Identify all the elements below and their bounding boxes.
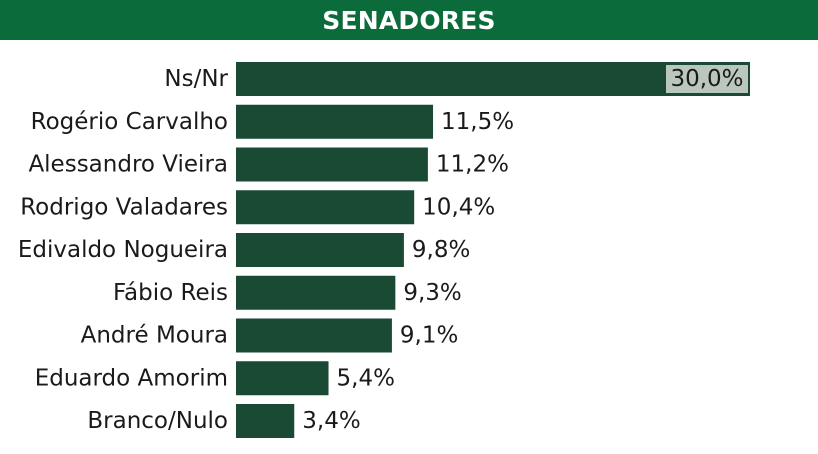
value-label: 9,8% (412, 237, 470, 263)
category-label: Eduardo Amorim (35, 365, 228, 391)
bar-row: Rogério Carvalho 11,5% (31, 104, 514, 139)
value-label: 9,1% (400, 323, 458, 349)
bar (236, 361, 329, 396)
value-label-highlight (666, 65, 748, 93)
value-label: 11,2% (436, 152, 509, 178)
chart-header: SENADORES (0, 0, 818, 40)
bar-row: Edivaldo Nogueira 9,8% (18, 233, 470, 267)
bar (236, 275, 396, 310)
bar (236, 233, 404, 267)
value-label: 30,0% (670, 66, 743, 92)
category-label: Rodrigo Valadares (20, 194, 228, 220)
category-label: Ns/Nr (164, 66, 228, 92)
bar (236, 62, 750, 96)
bar-row: Ns/Nr 30,0% (164, 62, 750, 96)
bar (236, 190, 415, 225)
category-label: Fábio Reis (113, 280, 228, 306)
bar-row: Alessandro Vieira 11,2% (28, 147, 509, 182)
bar (236, 147, 428, 182)
bar-row: Branco/Nulo 3,4% (87, 404, 361, 438)
value-label: 10,4% (422, 194, 495, 220)
bar (236, 318, 392, 353)
value-label: 9,3% (403, 280, 461, 306)
bar-row: André Moura 9,1% (81, 318, 458, 353)
value-label: 11,5% (441, 109, 514, 135)
chart-title: SENADORES (322, 5, 496, 35)
bar-row: Fábio Reis 9,3% (113, 275, 462, 310)
category-label: Alessandro Vieira (28, 152, 228, 178)
category-label: Branco/Nulo (87, 408, 228, 434)
value-label: 3,4% (302, 408, 360, 434)
value-label: 5,4% (337, 365, 395, 391)
category-label: Edivaldo Nogueira (18, 237, 228, 263)
bar-row: Eduardo Amorim 5,4% (35, 361, 395, 396)
category-label: André Moura (81, 323, 228, 349)
bar (236, 404, 295, 438)
category-label: Rogério Carvalho (31, 109, 228, 135)
bar-chart-svg: Ns/Nr 30,0% Rogério Carvalho 11,5% Alessandr… (18, 62, 750, 438)
bar-row: Rodrigo Valadares 10,4% (20, 190, 495, 225)
bar-chart: Ns/Nr 30,0% Rogério Carvalho 11,5% Alessandr… (0, 40, 818, 454)
bar (236, 104, 434, 139)
